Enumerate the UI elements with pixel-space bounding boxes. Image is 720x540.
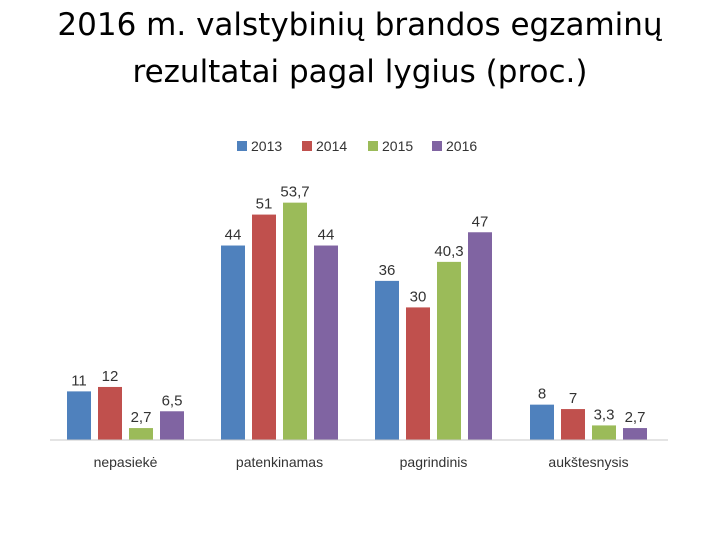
bar-2014-1	[252, 214, 276, 440]
value-label-2016-1: 44	[318, 227, 335, 244]
bar-2013-2	[375, 280, 399, 440]
chart-category-labels: nepasiekė patenkinamas pagrindinis aukštesn…	[94, 454, 629, 470]
bar-2015-2	[437, 261, 461, 440]
bar-2014-3	[561, 409, 585, 440]
value-label-2015-3: 3,3	[594, 406, 615, 423]
value-label-2016-3: 2,7	[625, 409, 646, 426]
legend-label-2016: 2016	[446, 138, 477, 154]
chart-value-labels: 11 12 2,7 6,5 44 51 53,7 44 36 30 40,3 47 8 7 3,3 2,7	[71, 184, 645, 426]
bar-2014-0	[98, 386, 122, 440]
value-label-2015-1: 53,7	[280, 184, 309, 201]
category-label-3: aukštesnysis	[548, 454, 628, 470]
value-label-2013-2: 36	[379, 262, 396, 279]
category-label-1: patenkinamas	[236, 454, 323, 470]
bar-2013-1	[221, 245, 245, 440]
chart-title-line-1: 2016 m. valstybinių brandos egzaminų	[57, 7, 663, 43]
bar-2013-3	[530, 404, 554, 440]
value-label-2014-1: 51	[256, 196, 273, 213]
legend-swatch-2014	[302, 141, 312, 151]
value-label-2015-2: 40,3	[434, 243, 463, 260]
legend-label-2015: 2015	[382, 138, 413, 154]
value-label-2014-2: 30	[410, 288, 427, 305]
bar-2015-0	[129, 428, 153, 440]
bar-2016-3	[623, 428, 647, 440]
bar-2015-3	[592, 425, 616, 440]
legend-swatch-2013	[237, 141, 247, 151]
value-label-2013-3: 8	[538, 386, 546, 403]
value-label-2016-2: 47	[472, 213, 489, 230]
legend-label-2014: 2014	[316, 138, 347, 154]
category-label-0: nepasiekė	[94, 454, 158, 470]
bar-2016-0	[160, 411, 184, 440]
legend-swatch-2016	[432, 141, 442, 151]
value-label-2016-0: 6,5	[162, 392, 183, 409]
legend-swatch-2015	[368, 141, 378, 151]
value-label-2015-0: 2,7	[131, 409, 152, 426]
legend-label-2013: 2013	[251, 138, 282, 154]
chart-bars	[67, 202, 647, 440]
bar-2014-2	[406, 307, 430, 440]
bar-2016-2	[468, 232, 492, 440]
value-label-2013-0: 11	[71, 372, 87, 389]
value-label-2014-3: 7	[569, 390, 577, 407]
bar-2016-1	[314, 245, 338, 440]
chart-legend: 2013 2014 2015 2016	[237, 138, 477, 154]
bar-2015-1	[283, 202, 307, 440]
bar-2013-0	[67, 391, 91, 440]
chart-title-line-2: rezultatai pagal lygius (proc.)	[132, 54, 588, 90]
value-label-2013-1: 44	[225, 227, 242, 244]
value-label-2014-0: 12	[102, 368, 119, 385]
chart-title: 2016 m. valstybinių brandos egzaminų rez…	[0, 2, 720, 96]
category-label-2: pagrindinis	[400, 454, 468, 470]
